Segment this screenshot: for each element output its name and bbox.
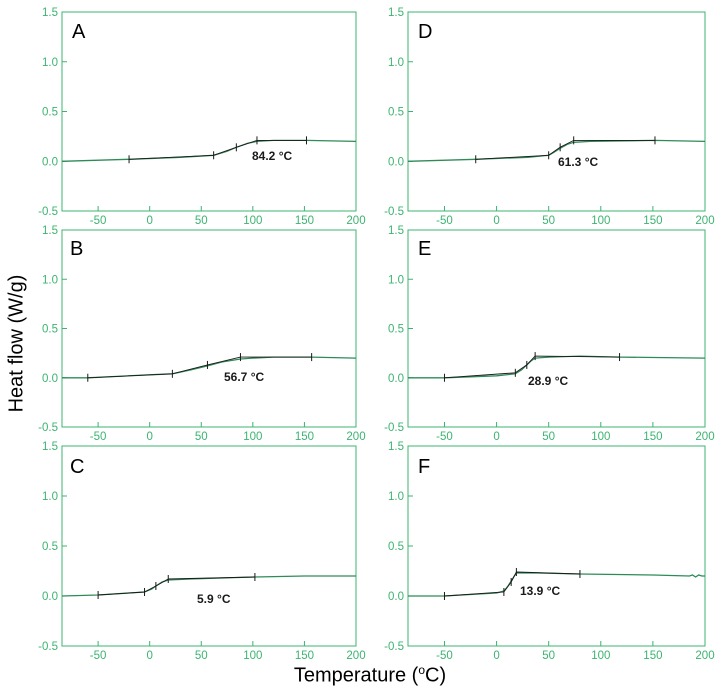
panel-b-ytick-label: 0.0 — [42, 373, 58, 385]
panel-a-xtick-label: 50 — [195, 215, 208, 227]
panel-b-ytick-label: 1.5 — [42, 225, 58, 237]
panel-e-xtick-label: 50 — [542, 431, 555, 443]
panel-e-xtick-label: 200 — [695, 431, 714, 443]
panel-f-ytick-label: 0.5 — [388, 541, 404, 553]
panel-d-xtick-label: 100 — [591, 215, 610, 227]
panel-f-ytick-label: 1.5 — [388, 441, 404, 453]
panel-d-ytick-label: -0.5 — [384, 206, 404, 218]
panel-f-ytick-label: 1.0 — [388, 491, 404, 503]
panel-b-xtick-label: 100 — [243, 431, 262, 443]
panel-e-xtick-label: 150 — [643, 431, 662, 443]
panel-d-ytick-label: 1.5 — [388, 7, 404, 19]
panel-f-xtick-label: 50 — [542, 650, 555, 662]
panel-a-xtick-label: 150 — [295, 215, 314, 227]
panel-b-xtick-label: 150 — [295, 431, 314, 443]
panel-a-xtick-label: -50 — [90, 215, 107, 227]
panel-b-ytick-label: 0.5 — [42, 324, 58, 336]
panel-f-xtick-label: 200 — [695, 650, 714, 662]
panel-b: -0.5 0.0 0.5 1.0 1.5 -50 0 50 100 150 200 B 56.7 °C — [38, 225, 365, 443]
panel-a-frame — [61, 11, 357, 212]
panel-b-letter: B — [70, 238, 83, 260]
panel-f-xtick-label: 0 — [493, 650, 499, 662]
x-axis-label-unit: C) — [425, 664, 447, 687]
panel-b-xtick-label: -50 — [90, 431, 107, 443]
panel-c-xtick-label: 200 — [346, 650, 365, 662]
panel-c-xtick-label: -50 — [90, 650, 107, 662]
panel-a-series-1 — [61, 139, 357, 162]
panel-d-xtick-label: 200 — [695, 215, 714, 227]
panel-c-ytick-label: 1.0 — [42, 491, 58, 503]
panel-b-xtick-label: 50 — [195, 431, 208, 443]
panel-a-annotation: 84.2 °C — [252, 149, 292, 163]
panel-e-annotation: 28.9 °C — [528, 374, 568, 388]
panel-b-ytick-label: -0.5 — [38, 422, 58, 434]
panel-e-letter: E — [418, 238, 431, 260]
panel-c-ytick-label: 0.0 — [42, 591, 58, 603]
panel-a-letter: A — [72, 21, 86, 43]
panel-e-ytick-label: -0.5 — [384, 422, 404, 434]
panel-e: -0.5 0.0 0.5 1.0 1.5 -50 0 50 100 150 200 E 28.9 °C — [384, 225, 714, 443]
x-axis-label-degree: o — [418, 663, 426, 677]
panel-d-ytick-label: 0.5 — [388, 107, 404, 119]
y-axis-label: Heat flow (W/g) — [5, 274, 28, 413]
panel-a-ytick-label: 1.5 — [42, 7, 58, 19]
panel-d-series-1 — [407, 139, 706, 162]
panel-d-annotation: 61.3 °C — [558, 155, 598, 169]
panel-c-annotation: 5.9 °C — [197, 592, 231, 606]
panel-d: -0.5 0.0 0.5 1.0 1.5 -50 0 50 100 150 200 D 61.3 °C — [384, 7, 714, 227]
panel-c-ytick-label: 0.5 — [42, 541, 58, 553]
panel-a-xtick-label: 200 — [346, 215, 365, 227]
panel-c-ytick-label: -0.5 — [38, 641, 58, 653]
panel-e-frame — [407, 229, 706, 428]
panel-a-ytick-label: 1.0 — [42, 57, 58, 69]
panel-d-frame — [407, 11, 706, 212]
panel-a-ytick-label: 0.5 — [42, 107, 58, 119]
panel-d-xtick-label: 50 — [542, 215, 555, 227]
panel-a-ytick-label: -0.5 — [38, 206, 58, 218]
panel-f-ytick-label: 0.0 — [388, 591, 404, 603]
panel-f: -0.5 0.0 0.5 1.0 1.5 -50 0 50 100 150 200 F 13.9 °C — [384, 441, 714, 662]
panel-c-xtick-label: 100 — [243, 650, 262, 662]
panel-b-frame — [61, 229, 357, 428]
panel-f-ytick-label: -0.5 — [384, 641, 404, 653]
panel-d-ytick-label: 1.0 — [388, 57, 404, 69]
panel-e-xtick-label: -50 — [436, 431, 453, 443]
panel-e-ytick-label: 1.5 — [388, 225, 404, 237]
panel-d-xtick-label: -50 — [436, 215, 453, 227]
panel-f-xtick-label: -50 — [436, 650, 453, 662]
panel-a-xtick-label: 0 — [146, 215, 152, 227]
panel-a-ytick-label: 0.0 — [42, 156, 58, 168]
panel-e-xtick-label: 100 — [591, 431, 610, 443]
panel-d-ytick-label: 0.0 — [388, 156, 404, 168]
panel-d-xtick-label: 150 — [643, 215, 662, 227]
panel-a-xtick-label: 100 — [243, 215, 262, 227]
x-axis-label: Temperature (oC) — [240, 663, 500, 688]
panel-a: -0.5 0.0 0.5 1.0 1.5 -50 0 50 100 150 200 A 84.2 °C — [38, 7, 365, 227]
panel-c-xtick-label: 150 — [295, 650, 314, 662]
panel-f-letter: F — [418, 456, 430, 478]
panel-f-annotation: 13.9 °C — [520, 584, 560, 598]
panel-e-ytick-label: 0.0 — [388, 373, 404, 385]
panel-e-xtick-label: 0 — [493, 431, 499, 443]
panel-c-xtick-label: 50 — [195, 650, 208, 662]
panel-e-ytick-label: 1.0 — [388, 274, 404, 286]
panel-b-annotation: 56.7 °C — [224, 370, 264, 384]
panel-c-ytick-label: 1.5 — [42, 441, 58, 453]
panel-c-frame — [61, 445, 357, 647]
panel-c-letter: C — [70, 456, 84, 478]
panel-c-xtick-label: 0 — [146, 650, 152, 662]
panel-f-frame — [407, 445, 706, 647]
panel-f-xtick-label: 100 — [591, 650, 610, 662]
panel-b-xtick-label: 200 — [346, 431, 365, 443]
panel-f-xtick-label: 150 — [643, 650, 662, 662]
panel-d-letter: D — [418, 21, 432, 43]
panel-e-ytick-label: 0.5 — [388, 324, 404, 336]
panel-c: -0.5 0.0 0.5 1.0 1.5 -50 0 50 100 150 200 C 5.9 °C — [38, 441, 365, 662]
x-axis-label-text: Temperature ( — [293, 664, 419, 687]
panel-d-xtick-label: 0 — [493, 215, 499, 227]
panel-b-xtick-label: 0 — [146, 431, 152, 443]
panel-b-ytick-label: 1.0 — [42, 274, 58, 286]
